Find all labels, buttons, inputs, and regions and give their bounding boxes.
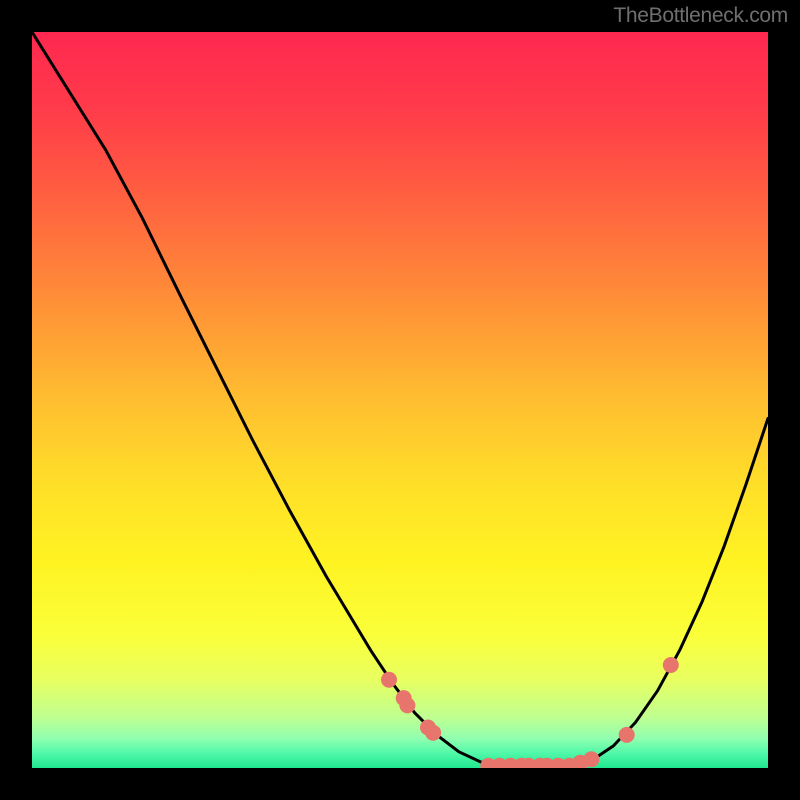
watermark-text: TheBottleneck.com: [613, 4, 788, 28]
chart-line-layer: [32, 32, 768, 768]
data-point: [619, 727, 635, 743]
data-point: [399, 697, 415, 713]
curve-line: [32, 32, 768, 767]
data-point: [381, 672, 397, 688]
data-point: [583, 751, 599, 767]
chart: [32, 32, 768, 768]
data-point: [425, 725, 441, 741]
data-points: [381, 657, 679, 768]
data-point: [663, 657, 679, 673]
